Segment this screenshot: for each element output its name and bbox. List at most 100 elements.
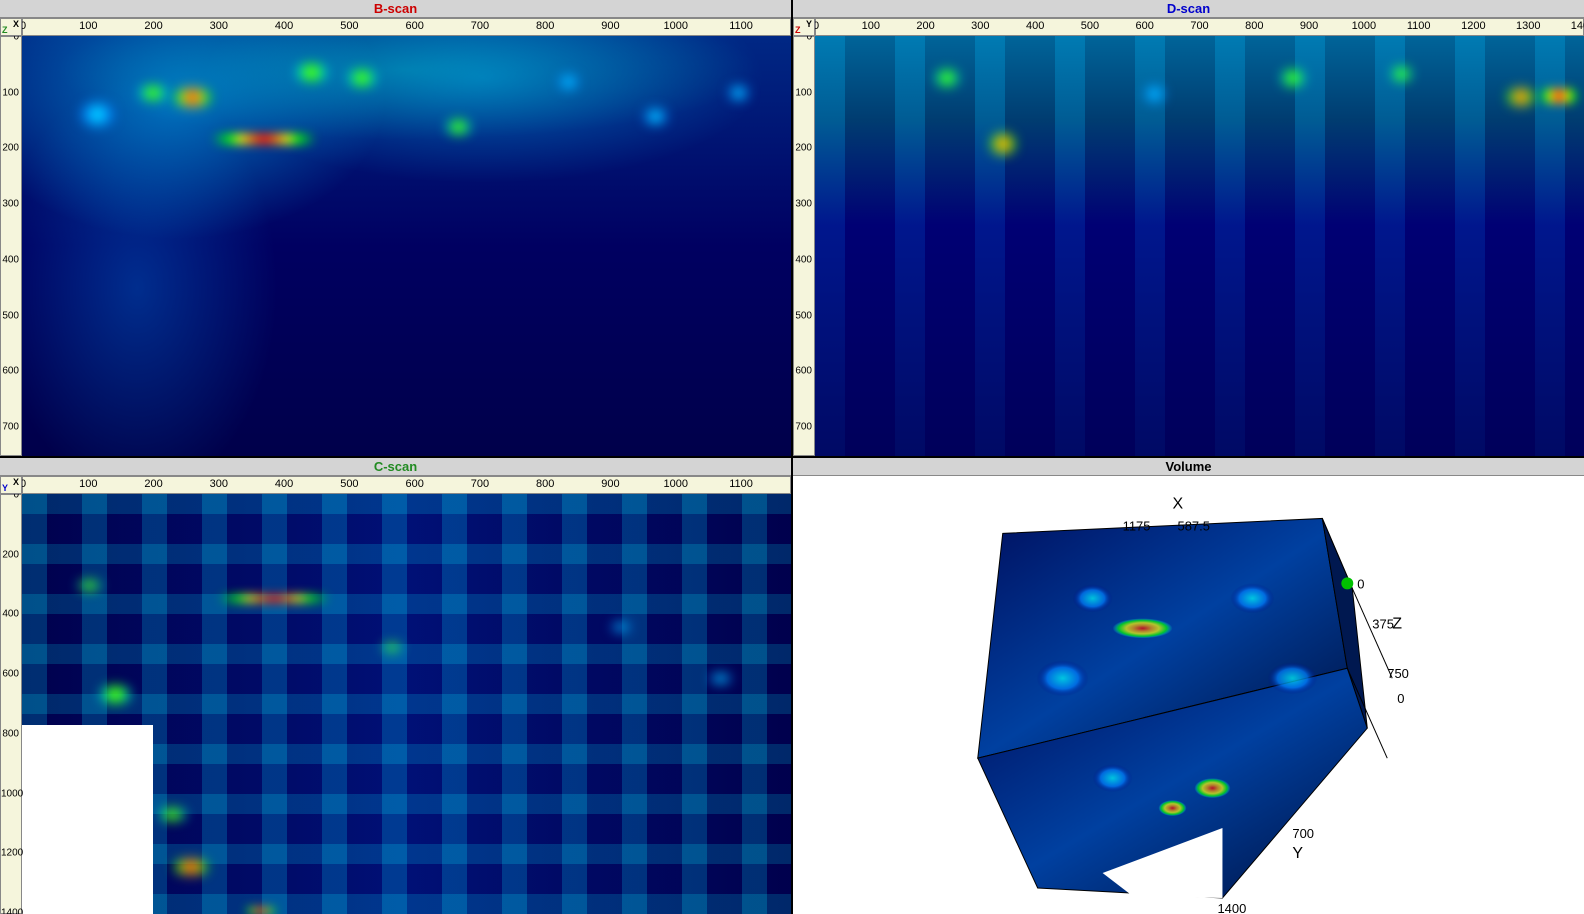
y-tick: 400 [794, 254, 812, 265]
y-tick: 300 [794, 199, 812, 210]
x-tick: 300 [971, 20, 989, 32]
y-tick: 100 [794, 87, 812, 98]
x-tick: 700 [471, 20, 489, 32]
c-scan-plot[interactable]: X Y 010020030040050060070080090010001100… [0, 476, 791, 914]
heatmap-hotspot [1145, 86, 1164, 102]
y-tick: 1200 [1, 848, 19, 859]
svg-text:700: 700 [1292, 826, 1314, 841]
y-tick: 300 [1, 199, 19, 210]
x-tick: 900 [601, 20, 619, 32]
x-tick: 100 [862, 20, 880, 32]
x-tick: 600 [1136, 20, 1154, 32]
y-tick: 800 [1, 728, 19, 739]
x-tick: 400 [275, 20, 293, 32]
y-axis-ruler: 0200400600800100012001400 [0, 494, 22, 914]
d-scan-panel: D-scan Y Z 01002003004005006007008009001… [793, 0, 1584, 456]
y-tick: 600 [1, 669, 19, 680]
x-tick: 300 [210, 20, 228, 32]
x-axis-ruler: 010020030040050060070080090010001100 [22, 18, 791, 36]
heatmap-hotspot [1540, 89, 1578, 103]
volume-svg: X 1175 587.5 Z 0 375 750 0 700 1400 Y [793, 476, 1584, 914]
x-tick: 800 [536, 20, 554, 32]
svg-text:1175: 1175 [1123, 518, 1151, 533]
heatmap-hotspot [245, 908, 278, 914]
heatmap-hotspot [1507, 89, 1534, 105]
x-tick: 1100 [1407, 20, 1431, 32]
heatmap-hotspot [644, 109, 667, 125]
y-tick: 400 [1, 254, 19, 265]
x-tick: 800 [1245, 20, 1263, 32]
y-tick: 400 [1, 609, 19, 620]
y-axis-ruler: 0100200300400500600700 [0, 36, 22, 456]
x-tick: 500 [340, 478, 358, 490]
y-tick: 200 [794, 143, 812, 154]
x-tick: 200 [916, 20, 934, 32]
svg-text:0: 0 [1357, 576, 1364, 591]
x-tick: 400 [1026, 20, 1044, 32]
d-scan-heatmap[interactable] [815, 36, 1584, 456]
axis-corner: X Z [0, 18, 22, 36]
heatmap-hotspot [1392, 67, 1411, 81]
x-tick: 700 [471, 478, 489, 490]
x-tick: 1400 [1571, 20, 1584, 32]
x-tick: 500 [1081, 20, 1099, 32]
b-scan-plot[interactable]: X Z 010020030040050060070080090010001100… [0, 18, 791, 456]
b-scan-panel: B-scan X Z 01002003004005006007008009001… [0, 0, 791, 456]
svg-text:1400: 1400 [1217, 901, 1246, 914]
x-tick: 1000 [664, 20, 688, 32]
heatmap-hotspot [936, 70, 958, 87]
y-tick: 600 [794, 366, 812, 377]
svg-text:0: 0 [1397, 691, 1404, 706]
volume-title: Volume [793, 458, 1584, 476]
x-tick: 1200 [1461, 20, 1485, 32]
x-tick: 100 [79, 20, 97, 32]
c-scan-heatmap[interactable] [22, 494, 791, 914]
vol-x-label: X [1173, 495, 1184, 512]
x-tick: 1000 [1352, 20, 1376, 32]
heatmap-hotspot [991, 134, 1016, 154]
heatmap-hotspot [709, 674, 732, 683]
heatmap-hotspot [297, 64, 326, 81]
x-tick: 1300 [1516, 20, 1540, 32]
x-tick: 600 [405, 478, 423, 490]
x-tick: 100 [79, 478, 97, 490]
axis-corner: X Y [0, 476, 22, 494]
x-tick: 800 [536, 478, 554, 490]
svg-text:375: 375 [1372, 616, 1394, 631]
green-marker [1341, 577, 1353, 589]
d-scan-plot[interactable]: Y Z 010020030040050060070080090010001100… [793, 18, 1584, 456]
x-axis-ruler: 0100200300400500600700800900100011001200… [815, 18, 1584, 36]
x-tick: 400 [275, 478, 293, 490]
b-scan-title: B-scan [0, 0, 791, 18]
c-scan-title: C-scan [0, 458, 791, 476]
x-tick: 1100 [729, 478, 753, 490]
heatmap-hotspot [101, 686, 130, 703]
x-tick: 900 [1300, 20, 1318, 32]
heatmap-hotspot [159, 809, 185, 820]
y-tick: 600 [1, 366, 19, 377]
heatmap-hotspot [218, 595, 329, 602]
y-tick: 1000 [1, 788, 19, 799]
y-tick: 100 [1, 87, 19, 98]
y-tick: 200 [1, 549, 19, 560]
y-tick: 500 [1, 310, 19, 321]
axis-corner: Y Z [793, 18, 815, 36]
heatmap-hotspot [212, 134, 317, 144]
svg-text:587.5: 587.5 [1178, 518, 1210, 533]
b-scan-heatmap[interactable] [22, 36, 791, 456]
y-tick: 500 [794, 310, 812, 321]
x-tick: 700 [1190, 20, 1208, 32]
heatmap-hotspot [173, 860, 209, 874]
x-tick: 200 [144, 478, 162, 490]
x-axis-ruler: 010020030040050060070080090010001100 [22, 476, 791, 494]
y-axis-ruler: 0100200300400500600700 [793, 36, 815, 456]
x-tick: 600 [405, 20, 423, 32]
heatmap-hotspot [81, 103, 114, 125]
volume-3d-view[interactable]: X 1175 587.5 Z 0 375 750 0 700 1400 Y [793, 476, 1584, 914]
heatmap-hotspot [173, 89, 212, 106]
empty-region [22, 725, 153, 914]
y-tick: 700 [1, 422, 19, 433]
heatmap-hotspot [78, 581, 101, 590]
x-tick: 1000 [664, 478, 688, 490]
svg-text:750: 750 [1387, 666, 1409, 681]
